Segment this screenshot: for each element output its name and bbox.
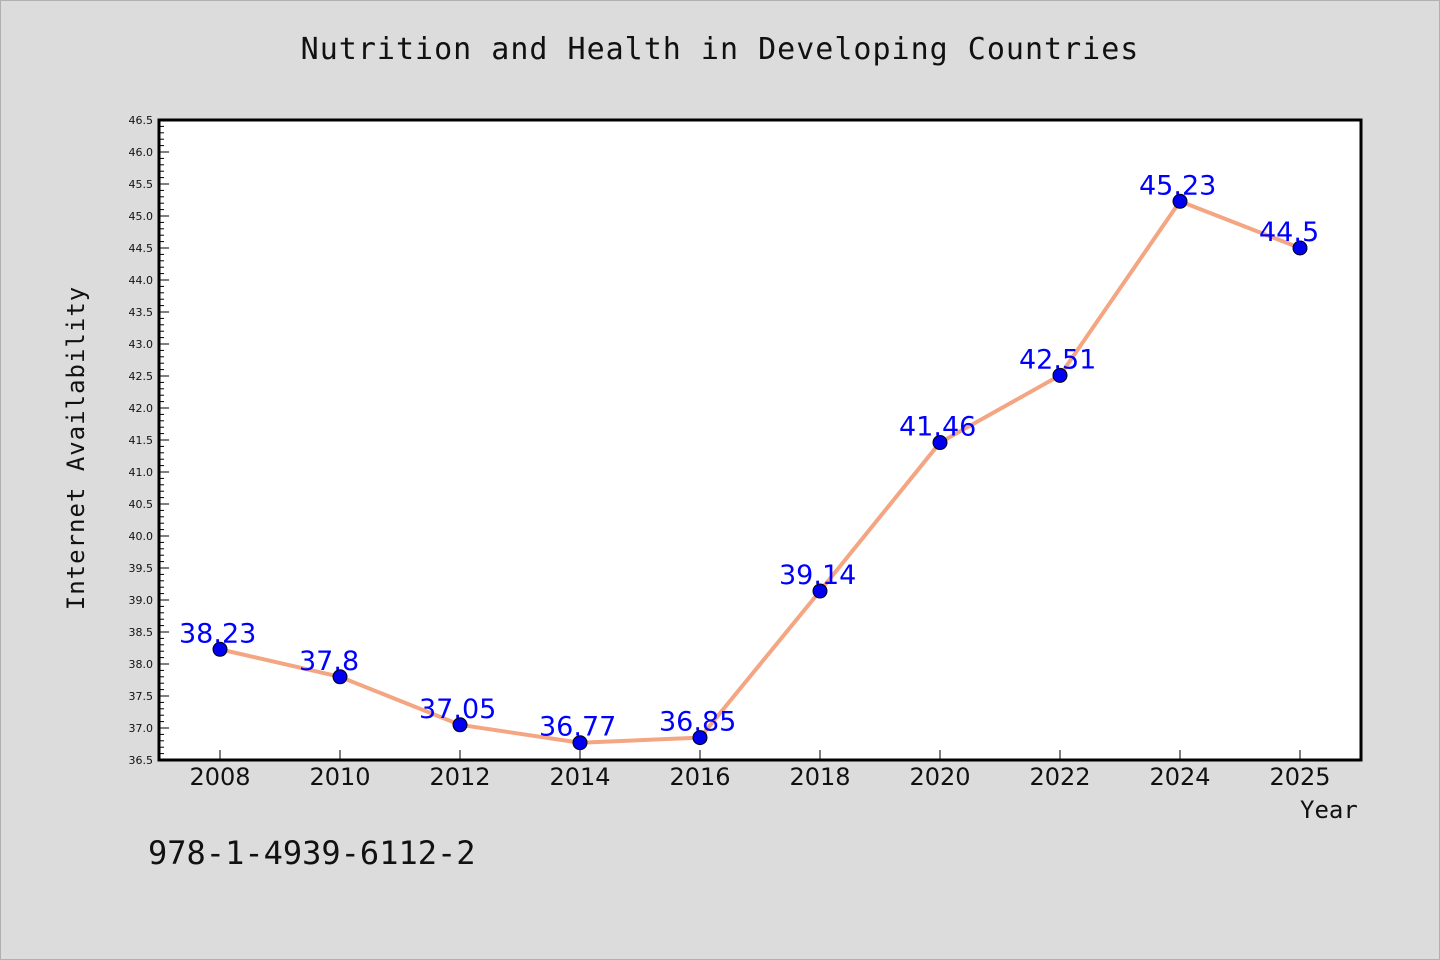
y-tick-label: 45.0	[129, 210, 154, 223]
y-tick-label: 45.5	[129, 178, 154, 191]
x-tick-label: 2022	[1029, 763, 1090, 791]
data-label: 38.23	[179, 618, 256, 649]
y-tick-label: 39.5	[129, 562, 154, 575]
data-point	[1292, 240, 1308, 256]
x-tick-label: 2014	[549, 763, 610, 791]
data-label: 45.23	[1139, 170, 1216, 201]
data-label: 42.51	[1019, 344, 1096, 375]
y-tick-label: 37.0	[129, 722, 154, 735]
x-tick-label: 2016	[669, 763, 730, 791]
data-point	[332, 669, 348, 685]
data-point	[572, 735, 588, 751]
series-line	[218, 199, 1302, 745]
y-tick-label: 38.0	[129, 658, 154, 671]
data-label: 41.46	[899, 412, 976, 443]
y-axis: 36.5 37.0 37.5 38.0 38.5 39.0 39.5 40.0 40.5 41.0…	[129, 114, 169, 767]
y-tick-label: 39.0	[129, 594, 154, 607]
y-tick-label: 40.0	[129, 530, 154, 543]
y-tick-label: 44.0	[129, 274, 154, 287]
data-label: 36.77	[539, 712, 616, 743]
series-layer: 38.23 37.8 37.05 36.77 36.85 39.14 41.46 42.51 4…	[179, 170, 1319, 751]
data-label: 37.05	[419, 694, 496, 725]
y-tick-label: 36.5	[129, 754, 154, 767]
x-axis: 2008 2010 2012 2014 2016 2018 2020 2022 2024 2025	[189, 750, 1331, 791]
x-tick-label: 2010	[309, 763, 370, 791]
data-label: 44.5	[1259, 217, 1319, 248]
y-tick-label: 42.0	[129, 402, 154, 415]
data-point	[1052, 367, 1068, 383]
data-point	[692, 730, 708, 746]
y-tick-label: 44.5	[129, 242, 154, 255]
data-point	[812, 583, 828, 599]
data-label: 36.85	[659, 707, 736, 738]
isbn-annotation: 978-1-4939-6112-2	[148, 834, 476, 872]
x-axis-label: Year	[1300, 796, 1358, 824]
data-label: 39.14	[779, 560, 856, 591]
y-tick-label: 46.0	[129, 146, 154, 159]
y-tick-label: 37.5	[129, 690, 154, 703]
data-point	[1172, 193, 1188, 209]
y-tick-label: 38.5	[129, 626, 154, 639]
y-tick-label: 46.5	[129, 114, 154, 127]
y-tick-label: 41.5	[129, 434, 154, 447]
y-tick-label: 43.5	[129, 306, 154, 319]
y-tick-label: 43.0	[129, 338, 154, 351]
y-tick-label: 41.0	[129, 466, 154, 479]
data-label: 37.8	[299, 646, 359, 677]
y-tick-label: 42.5	[129, 370, 154, 383]
chart-title: Nutrition and Health in Developing Count…	[300, 32, 1140, 67]
data-point	[452, 717, 468, 733]
x-tick-label: 2025	[1269, 763, 1330, 791]
y-tick-label: 40.5	[129, 498, 154, 511]
x-tick-label: 2024	[1149, 763, 1210, 791]
x-tick-label: 2012	[429, 763, 490, 791]
plot-border	[157, 118, 1363, 762]
x-tick-label: 2020	[909, 763, 970, 791]
x-tick-label: 2018	[789, 763, 850, 791]
data-point	[212, 641, 228, 657]
data-point	[932, 435, 948, 451]
x-tick-label: 2008	[189, 763, 250, 791]
